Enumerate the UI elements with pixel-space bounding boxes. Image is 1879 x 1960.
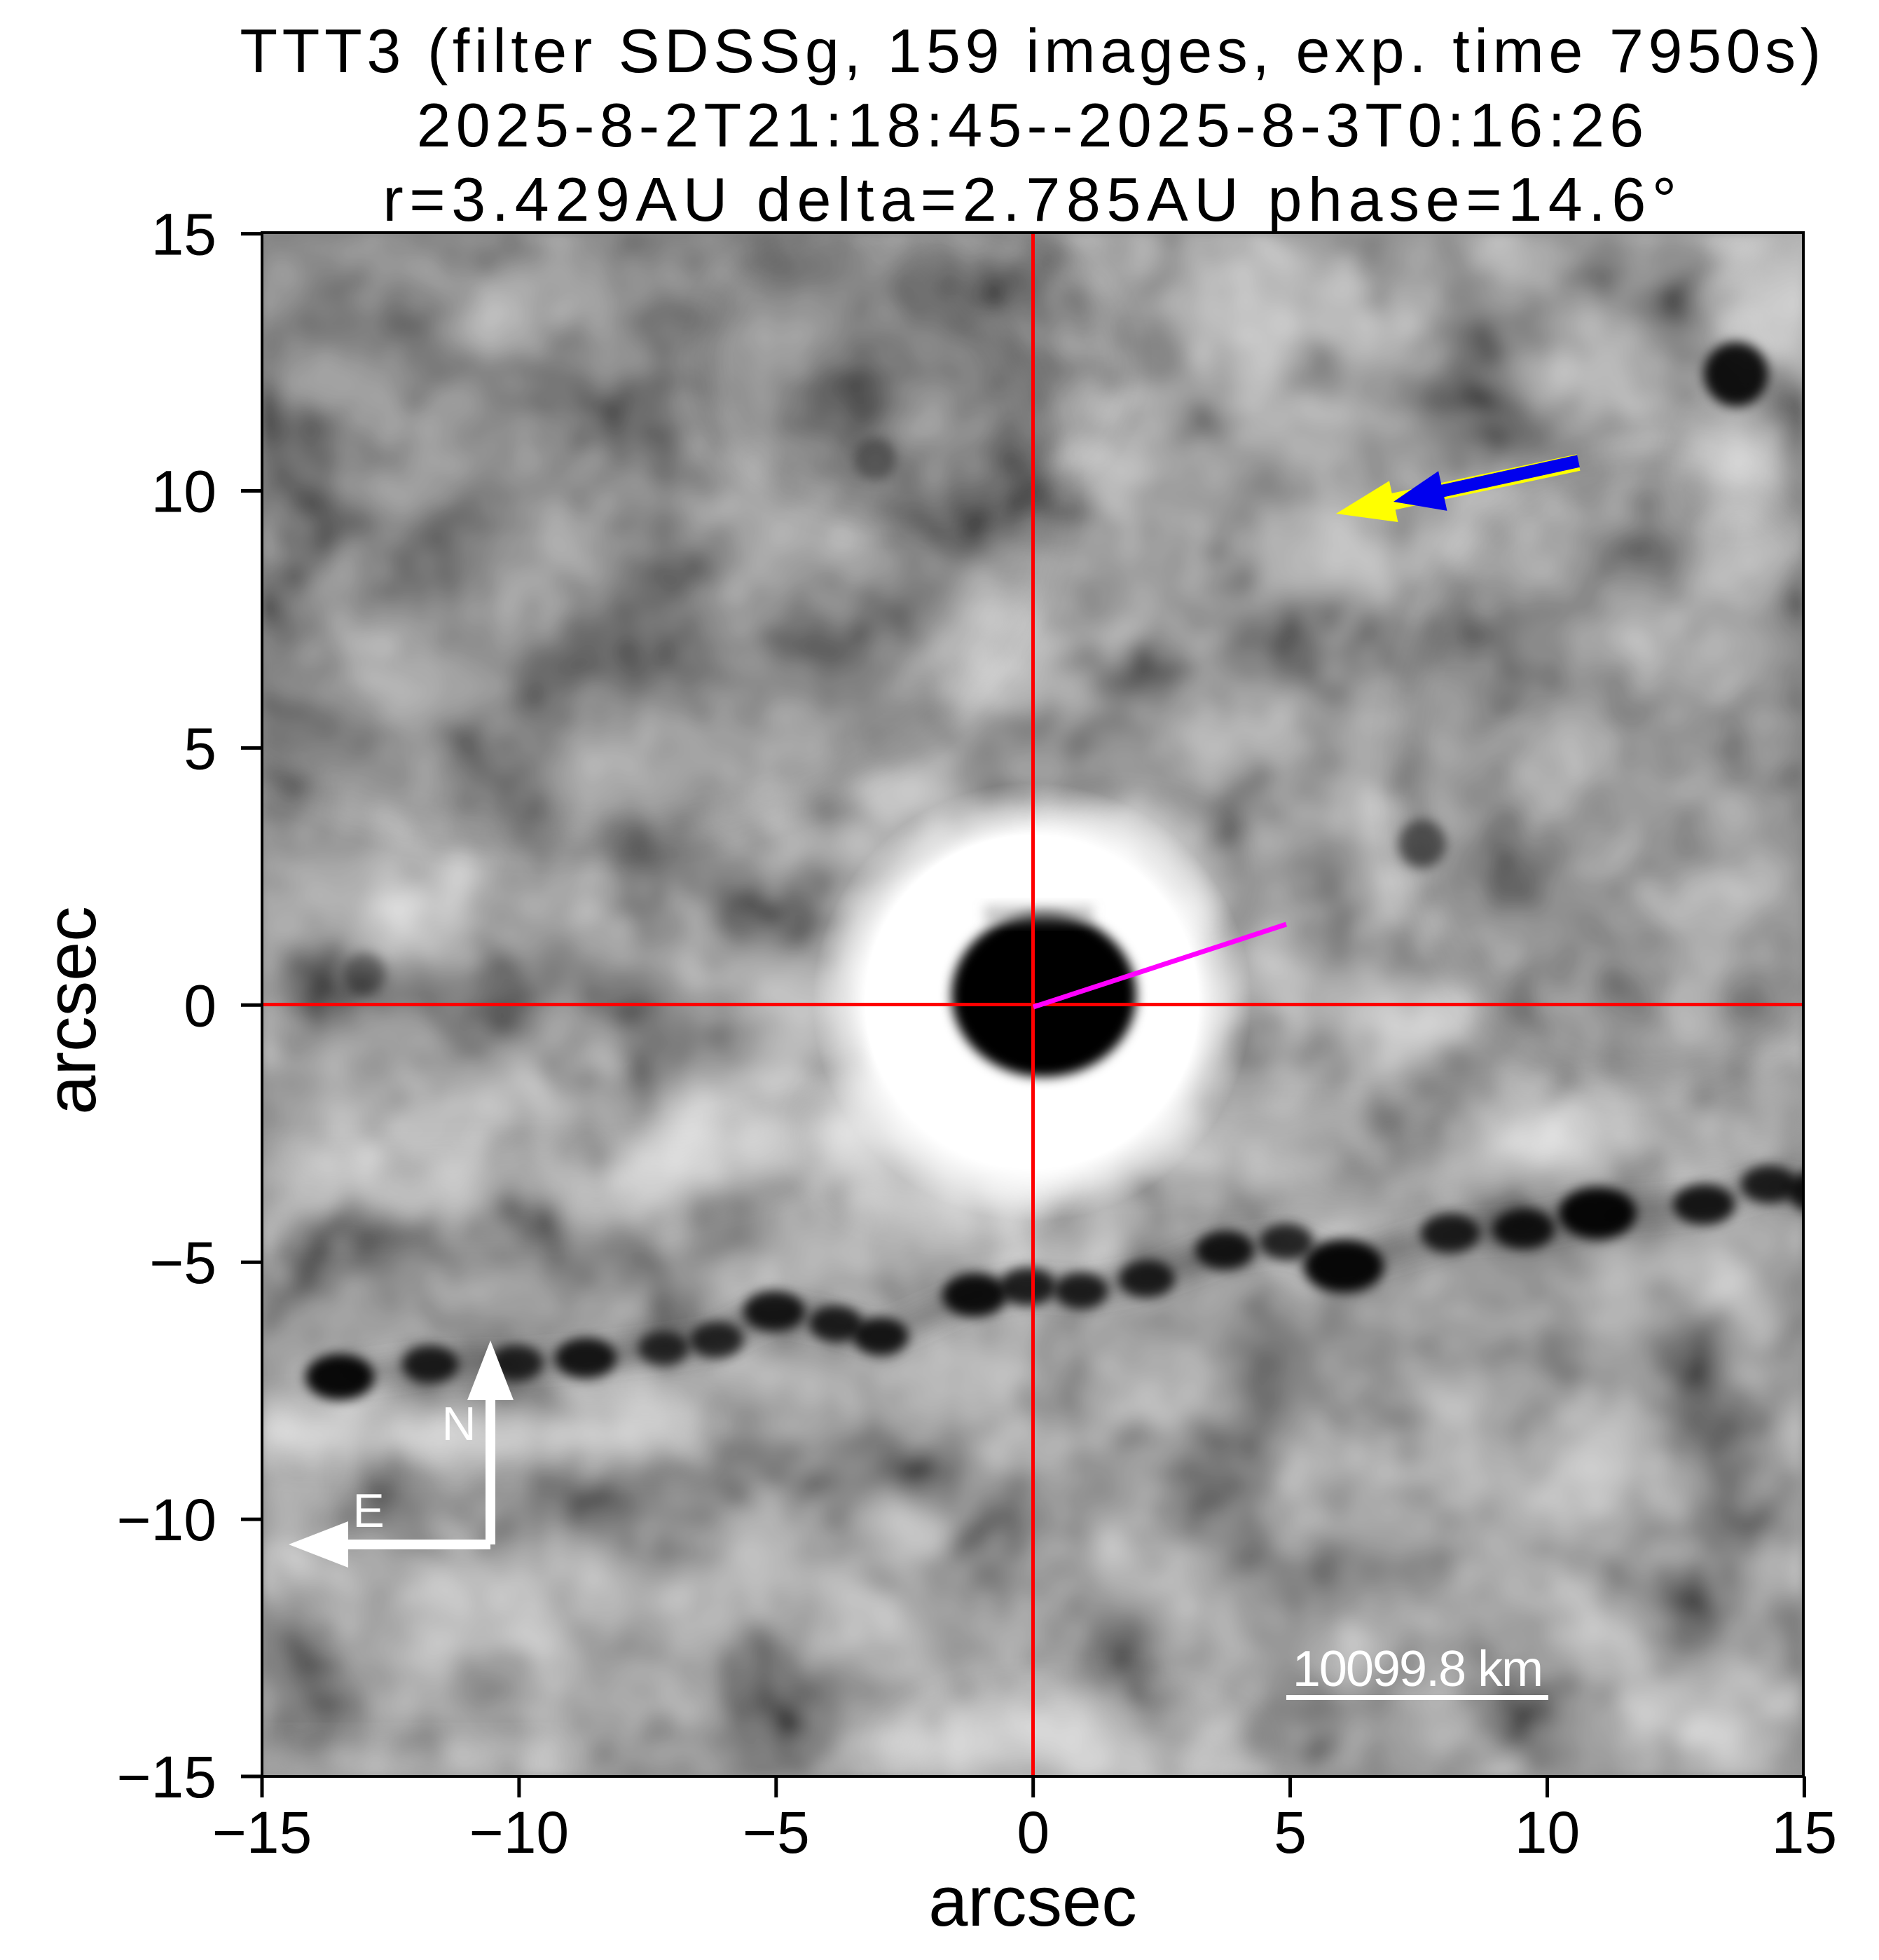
- svg-text:arcsec: arcsec: [32, 906, 111, 1114]
- svg-text:−5: −5: [743, 1800, 810, 1865]
- svg-text:0: 0: [1017, 1800, 1049, 1865]
- svg-text:15: 15: [151, 202, 216, 268]
- svg-text:5: 5: [1274, 1800, 1307, 1865]
- svg-text:15: 15: [1772, 1800, 1837, 1865]
- svg-text:10: 10: [1515, 1800, 1580, 1865]
- svg-text:5: 5: [184, 715, 216, 781]
- svg-text:−5: −5: [149, 1230, 216, 1296]
- svg-text:2025-8-2T21:18:45--2025-8-3T0:: 2025-8-2T21:18:45--2025-8-3T0:16:26: [417, 90, 1649, 160]
- svg-text:10: 10: [151, 459, 216, 525]
- svg-text:r=3.429AU delta=2.785AU phase=: r=3.429AU delta=2.785AU phase=14.6°: [383, 165, 1682, 234]
- svg-text:E: E: [352, 1484, 384, 1537]
- svg-text:0: 0: [184, 973, 216, 1039]
- svg-text:arcsec: arcsec: [928, 1863, 1136, 1941]
- svg-text:−10: −10: [117, 1487, 217, 1553]
- svg-text:N: N: [441, 1397, 476, 1451]
- svg-text:−15: −15: [212, 1800, 312, 1865]
- svg-text:10099.8 km: 10099.8 km: [1293, 1641, 1542, 1697]
- svg-text:−10: −10: [469, 1800, 570, 1865]
- svg-text:−15: −15: [117, 1744, 217, 1810]
- svg-text:TTT3 (filter SDSSg, 159 images: TTT3 (filter SDSSg, 159 images, exp. tim…: [240, 16, 1825, 85]
